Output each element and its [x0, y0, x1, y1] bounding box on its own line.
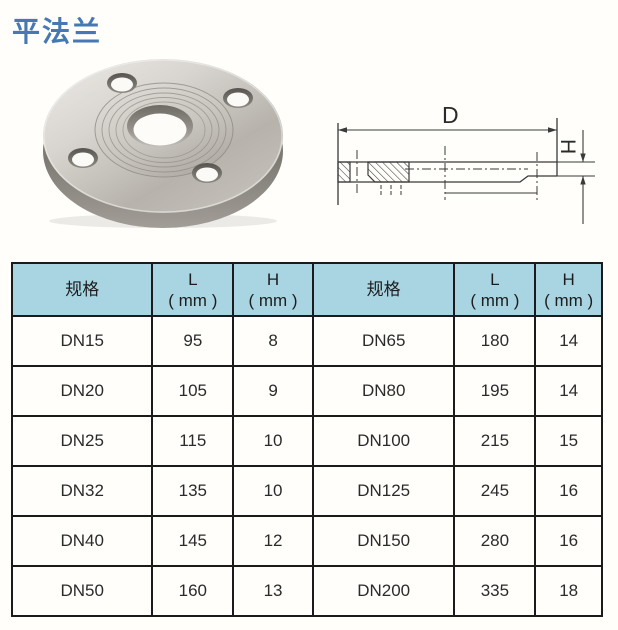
spec-cell: DN40 [10, 515, 154, 567]
flange-rim-highlight [43, 59, 283, 213]
dimension-h-label: H [556, 139, 579, 154]
groove-ring [115, 97, 213, 163]
col-header-spec: 规格 [311, 262, 456, 317]
spec-cell: DN125 [311, 465, 456, 517]
spec-cell: DN32 [10, 465, 154, 517]
col-header-l: L( mm ) [453, 262, 537, 317]
col-header-spec: 规格 [10, 262, 154, 317]
groove-ring [101, 87, 227, 173]
h-cell: 10 [232, 465, 314, 517]
groove-ring [94, 82, 234, 178]
l-cell: 195 [453, 365, 537, 417]
bolt-hole [192, 163, 222, 183]
flange-photo [28, 48, 313, 238]
header-row: 规格 L( mm ) H( mm ) 规格 L( mm ) H( mm ) [10, 262, 603, 317]
l-cell: 135 [151, 465, 235, 517]
l-cell: 335 [453, 565, 537, 617]
bolt-hole [223, 88, 253, 108]
groove-ring [108, 92, 220, 168]
l-cell: 160 [151, 565, 235, 617]
spec-cell: DN50 [10, 565, 154, 617]
plate-bottom-edge [338, 175, 557, 183]
l-cell: 105 [151, 365, 235, 417]
h-cell: 9 [232, 365, 314, 417]
groove-ring [122, 101, 206, 159]
spec-cell: DN150 [311, 515, 456, 567]
l-cell: 115 [151, 415, 235, 467]
h-cell: 15 [534, 415, 603, 467]
h-cell: 8 [232, 315, 314, 367]
h-cell: 12 [232, 515, 314, 567]
table-row: DN40 145 12 DN150 280 16 [10, 515, 603, 567]
bolt-hole [107, 73, 137, 93]
l-cell: 180 [453, 315, 537, 367]
spec-cell: DN80 [311, 365, 456, 417]
l-cell: 280 [453, 515, 537, 567]
spec-cell: DN20 [10, 365, 154, 417]
l-cell: 215 [453, 415, 537, 467]
spec-cell: DN200 [311, 565, 456, 617]
l-cell: 95 [151, 315, 235, 367]
col-header-h: H( mm ) [534, 262, 603, 317]
flange-cross-section-diagram: D H [305, 78, 618, 238]
table-row: DN20 105 9 DN80 195 14 [10, 365, 603, 417]
l-cell: 145 [151, 515, 235, 567]
dimension-arrows [338, 127, 586, 185]
cross-section-art: D H [337, 102, 595, 224]
col-header-l: L( mm ) [151, 262, 235, 317]
spec-cell: DN25 [10, 415, 154, 467]
flange-photo-art [43, 59, 283, 228]
table-row: DN25 115 10 DN100 215 15 [10, 415, 603, 467]
page-title: 平法兰 [12, 16, 103, 47]
table-row: DN32 135 10 DN125 245 16 [10, 465, 603, 517]
dimension-d-label: D [442, 102, 459, 128]
section-hatching [337, 161, 410, 183]
spec-table: 规格 L( mm ) H( mm ) 规格 L( mm ) H( mm ) DN… [10, 262, 603, 617]
spec-cell: DN15 [10, 315, 154, 367]
table-row: DN15 95 8 DN65 180 14 [10, 315, 603, 367]
h-cell: 10 [232, 415, 314, 467]
h-cell: 14 [534, 315, 603, 367]
h-cell: 16 [534, 515, 603, 567]
h-cell: 13 [232, 565, 314, 617]
spec-cell: DN65 [311, 315, 456, 367]
table-row: DN50 160 13 DN200 335 18 [10, 565, 603, 617]
h-cell: 14 [534, 365, 603, 417]
flange-bore-opening [133, 113, 187, 146]
h-cell: 18 [534, 565, 603, 617]
col-header-h: H( mm ) [232, 262, 314, 317]
l-cell: 245 [453, 465, 537, 517]
h-cell: 16 [534, 465, 603, 517]
bolt-hole [68, 148, 98, 168]
spec-cell: DN100 [311, 415, 456, 467]
